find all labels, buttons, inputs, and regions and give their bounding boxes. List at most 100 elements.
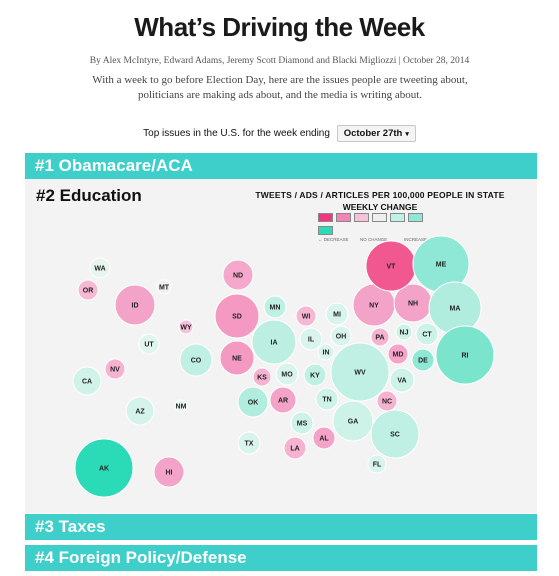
state-bubble-oh[interactable]: OH [330, 325, 352, 347]
state-bubble-nm[interactable]: NM [174, 399, 188, 413]
state-circle[interactable] [74, 438, 134, 498]
state-bubble-ma[interactable]: MA [428, 281, 482, 335]
state-circle[interactable] [114, 284, 156, 326]
state-circle[interactable] [435, 325, 495, 385]
state-circle[interactable] [332, 400, 374, 442]
state-circle[interactable] [415, 322, 439, 346]
state-bubble-ne[interactable]: NE [219, 340, 255, 376]
state-bubble-hi[interactable]: HI [153, 456, 185, 488]
state-circle[interactable] [395, 323, 413, 341]
state-circle[interactable] [179, 343, 213, 377]
state-bubble-la[interactable]: LA [283, 436, 307, 460]
state-bubble-al[interactable]: AL [312, 426, 336, 450]
state-circle[interactable] [178, 319, 194, 335]
state-bubble-wy[interactable]: WY [178, 319, 194, 335]
issue-tab-4[interactable]: #4 Foreign Policy/Defense [25, 545, 537, 571]
state-bubble-ar[interactable]: AR [269, 386, 297, 414]
state-circle[interactable] [367, 454, 387, 474]
state-bubble-mt[interactable]: MT [156, 279, 172, 295]
state-bubble-de[interactable]: DE [411, 348, 435, 372]
state-bubble-ks[interactable]: KS [252, 367, 272, 387]
state-circle[interactable] [237, 386, 269, 418]
state-bubble-id[interactable]: ID [114, 284, 156, 326]
state-circle[interactable] [72, 366, 102, 396]
state-bubble-ct[interactable]: CT [415, 322, 439, 346]
state-bubble-ia[interactable]: IA [251, 319, 297, 365]
state-bubble-ms[interactable]: MS [290, 411, 314, 435]
state-circle[interactable] [376, 390, 398, 412]
state-circle[interactable] [89, 257, 111, 279]
state-bubble-md[interactable]: MD [387, 343, 409, 365]
state-bubble-fl[interactable]: FL [367, 454, 387, 474]
state-circle[interactable] [325, 302, 349, 326]
state-bubble-co[interactable]: CO [179, 343, 213, 377]
state-circle[interactable] [77, 279, 99, 301]
state-circle[interactable] [295, 305, 317, 327]
state-circle[interactable] [214, 293, 260, 339]
state-bubble-pa[interactable]: PA [370, 327, 390, 347]
state-bubble-or[interactable]: OR [77, 279, 99, 301]
state-circle[interactable] [275, 362, 299, 386]
state-circle[interactable] [283, 436, 307, 460]
state-circle[interactable] [330, 325, 352, 347]
state-bubble-il[interactable]: IL [299, 327, 323, 351]
state-bubble-vt[interactable]: VT [365, 240, 417, 292]
state-bubble-nj[interactable]: NJ [395, 323, 413, 341]
state-bubble-wv[interactable]: WV [330, 342, 390, 402]
state-bubble-nh[interactable]: NH [393, 283, 433, 323]
state-bubble-sd[interactable]: SD [214, 293, 260, 339]
state-bubble-wi[interactable]: WI [295, 305, 317, 327]
state-circle[interactable] [312, 426, 336, 450]
state-circle[interactable] [290, 411, 314, 435]
state-circle[interactable] [303, 363, 327, 387]
state-bubble-tx[interactable]: TX [237, 431, 261, 455]
state-bubble-me[interactable]: ME [412, 235, 470, 293]
state-circle[interactable] [219, 340, 255, 376]
state-circle[interactable] [156, 279, 172, 295]
state-circle[interactable] [153, 456, 185, 488]
state-bubble-mo[interactable]: MO [275, 362, 299, 386]
state-circle[interactable] [299, 327, 323, 351]
state-bubble-ok[interactable]: OK [237, 386, 269, 418]
state-bubble-mi[interactable]: MI [325, 302, 349, 326]
state-bubble-sc[interactable]: SC [370, 409, 420, 459]
state-bubble-wa[interactable]: WA [89, 257, 111, 279]
state-bubble-ut[interactable]: UT [138, 333, 160, 355]
state-label: CT [422, 332, 432, 339]
state-circle[interactable] [370, 327, 390, 347]
state-bubble-tn[interactable]: TN [315, 387, 339, 411]
state-bubble-in[interactable]: IN [317, 343, 335, 361]
issue-tab-3[interactable]: #3 Taxes [25, 514, 537, 540]
state-circle[interactable] [174, 399, 188, 413]
state-circle[interactable] [387, 343, 409, 365]
state-bubble-nc[interactable]: NC [376, 390, 398, 412]
week-dropdown[interactable]: October 27th ▾ [336, 125, 416, 142]
state-circle[interactable] [315, 387, 339, 411]
state-circle[interactable] [104, 358, 126, 380]
state-circle[interactable] [138, 333, 160, 355]
state-bubble-va[interactable]: VA [389, 367, 415, 393]
state-bubble-nd[interactable]: ND [222, 259, 254, 291]
state-circle[interactable] [330, 342, 390, 402]
state-circle[interactable] [317, 343, 335, 361]
issue-tab-2[interactable]: #2 Education [36, 186, 142, 205]
state-circle[interactable] [263, 295, 287, 319]
state-bubble-ca[interactable]: CA [72, 366, 102, 396]
state-circle[interactable] [251, 319, 297, 365]
state-bubble-nv[interactable]: NV [104, 358, 126, 380]
state-bubble-az[interactable]: AZ [125, 396, 155, 426]
state-bubble-ky[interactable]: KY [303, 363, 327, 387]
state-circle[interactable] [411, 348, 435, 372]
state-circle[interactable] [237, 431, 261, 455]
state-circle[interactable] [389, 367, 415, 393]
state-circle[interactable] [125, 396, 155, 426]
state-circle[interactable] [269, 386, 297, 414]
issue-tab-1[interactable]: #1 Obamacare/ACA [25, 153, 537, 179]
state-circle[interactable] [222, 259, 254, 291]
state-bubble-ri[interactable]: RI [435, 325, 495, 385]
state-bubble-ga[interactable]: GA [332, 400, 374, 442]
state-bubble-ak[interactable]: AK [74, 438, 134, 498]
state-bubble-mn[interactable]: MN [263, 295, 287, 319]
state-circle[interactable] [252, 367, 272, 387]
state-circle[interactable] [370, 409, 420, 459]
